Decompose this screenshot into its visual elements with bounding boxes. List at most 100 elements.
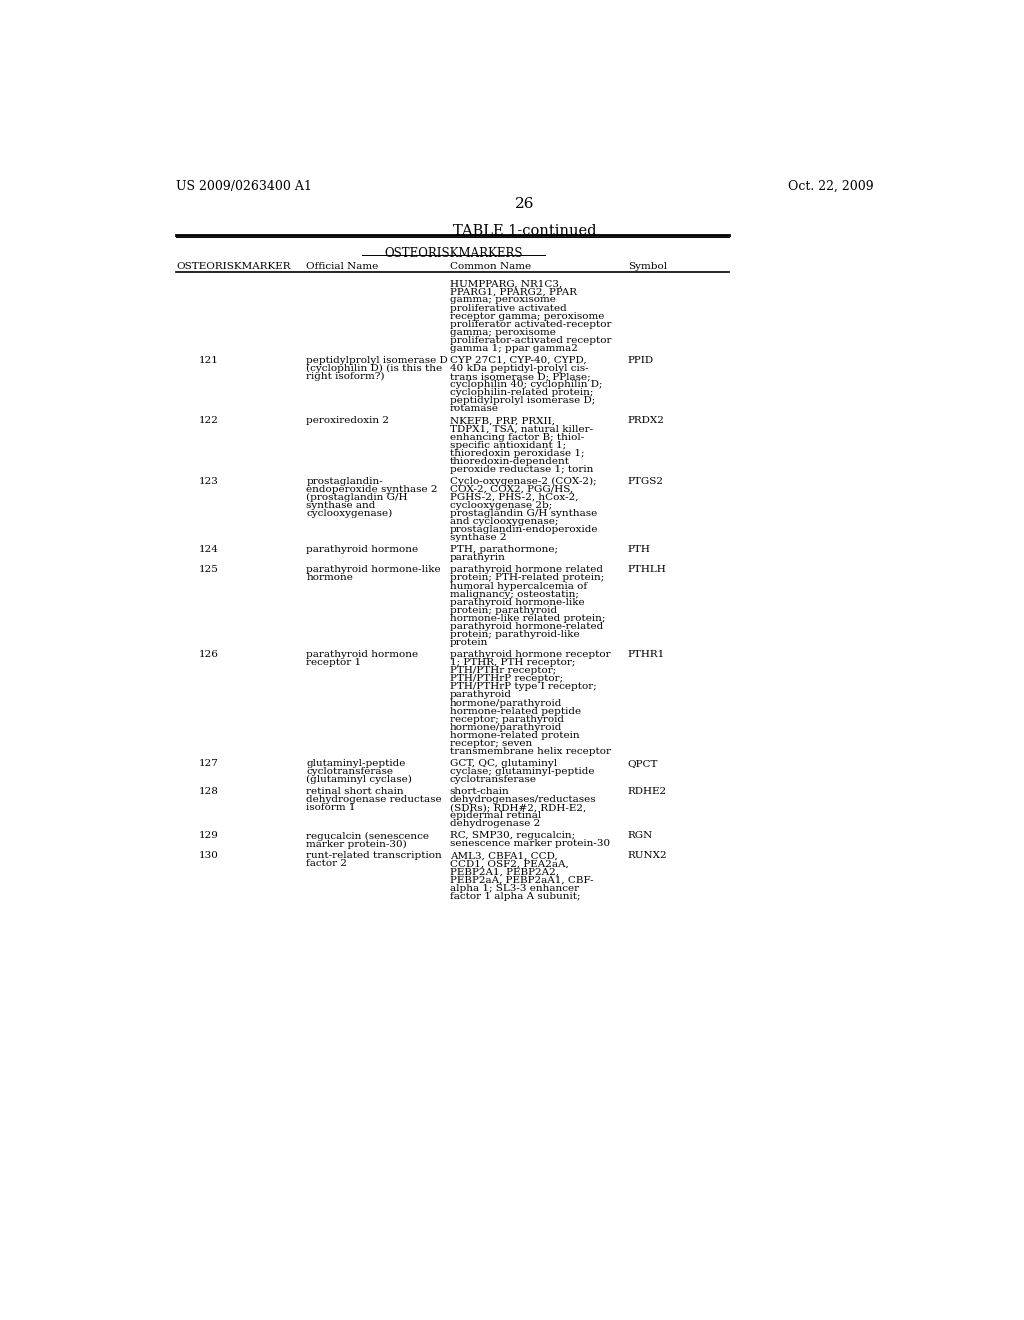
Text: Common Name: Common Name: [450, 261, 530, 271]
Text: US 2009/0263400 A1: US 2009/0263400 A1: [176, 180, 312, 193]
Text: PGHS-2, PHS-2, hCox-2,: PGHS-2, PHS-2, hCox-2,: [450, 492, 579, 502]
Text: QPCT: QPCT: [628, 759, 658, 768]
Text: enhancing factor B; thiol-: enhancing factor B; thiol-: [450, 433, 584, 441]
Text: cyclotransferase: cyclotransferase: [450, 775, 537, 784]
Text: PTGS2: PTGS2: [628, 477, 664, 486]
Text: short-chain: short-chain: [450, 787, 509, 796]
Text: and cyclooxygenase;: and cyclooxygenase;: [450, 517, 558, 527]
Text: RUNX2: RUNX2: [628, 851, 668, 861]
Text: synthase and: synthase and: [306, 502, 376, 510]
Text: malignancy; osteostatin;: malignancy; osteostatin;: [450, 590, 579, 598]
Text: parathyroid hormone: parathyroid hormone: [306, 545, 419, 554]
Text: PTH/PTHrP type I receptor;: PTH/PTHrP type I receptor;: [450, 682, 596, 692]
Text: PEBP2A1, PEBP2A2,: PEBP2A1, PEBP2A2,: [450, 867, 559, 876]
Text: 40 kDa peptidyl-prolyl cis-: 40 kDa peptidyl-prolyl cis-: [450, 364, 588, 374]
Text: PTH/PTHr receptor;: PTH/PTHr receptor;: [450, 667, 556, 676]
Text: 123: 123: [199, 477, 219, 486]
Text: humoral hypercalcemia of: humoral hypercalcemia of: [450, 582, 587, 590]
Text: hormone-like related protein;: hormone-like related protein;: [450, 614, 605, 623]
Text: peroxiredoxin 2: peroxiredoxin 2: [306, 416, 389, 425]
Text: receptor; seven: receptor; seven: [450, 739, 531, 748]
Text: parathyroid hormone related: parathyroid hormone related: [450, 565, 603, 574]
Text: specific antioxidant 1;: specific antioxidant 1;: [450, 441, 565, 450]
Text: OSTEORISKMARKERS: OSTEORISKMARKERS: [384, 247, 522, 260]
Text: PPARG1, PPARG2, PPAR: PPARG1, PPARG2, PPAR: [450, 288, 577, 297]
Text: cyclooxygenase): cyclooxygenase): [306, 510, 392, 519]
Text: factor 1 alpha A subunit;: factor 1 alpha A subunit;: [450, 892, 581, 900]
Text: trans isomerase D; PPlase;: trans isomerase D; PPlase;: [450, 372, 590, 381]
Text: regucalcin (senescence: regucalcin (senescence: [306, 832, 429, 841]
Text: 124: 124: [199, 545, 219, 554]
Text: receptor; parathyroid: receptor; parathyroid: [450, 714, 563, 723]
Text: peptidylprolyl isomerase D;: peptidylprolyl isomerase D;: [450, 396, 595, 405]
Text: Oct. 22, 2009: Oct. 22, 2009: [787, 180, 873, 193]
Text: (glutaminyl cyclase): (glutaminyl cyclase): [306, 775, 412, 784]
Text: NKEFB, PRP, PRXII,: NKEFB, PRP, PRXII,: [450, 416, 555, 425]
Text: runt-related transcription: runt-related transcription: [306, 851, 442, 861]
Text: protein; PTH-related protein;: protein; PTH-related protein;: [450, 573, 604, 582]
Text: gamma; peroxisome: gamma; peroxisome: [450, 296, 555, 305]
Text: PRDX2: PRDX2: [628, 416, 665, 425]
Text: proliferator-activated receptor: proliferator-activated receptor: [450, 335, 611, 345]
Text: PTH/PTHrP receptor;: PTH/PTHrP receptor;: [450, 675, 563, 684]
Text: parathyrin: parathyrin: [450, 553, 506, 562]
Text: (cyclophilin D) (is this the: (cyclophilin D) (is this the: [306, 364, 442, 374]
Text: hormone-related protein: hormone-related protein: [450, 731, 580, 741]
Text: factor 2: factor 2: [306, 859, 347, 869]
Text: 121: 121: [199, 356, 219, 364]
Text: receptor 1: receptor 1: [306, 659, 361, 667]
Text: gamma 1; ppar gamma2: gamma 1; ppar gamma2: [450, 345, 578, 352]
Text: isoform 1: isoform 1: [306, 804, 355, 812]
Text: Cyclo-oxygenase-2 (COX-2);: Cyclo-oxygenase-2 (COX-2);: [450, 477, 596, 486]
Text: retinal short chain: retinal short chain: [306, 787, 403, 796]
Text: 129: 129: [199, 832, 219, 841]
Text: cyclophilin 40; cyclophilin D;: cyclophilin 40; cyclophilin D;: [450, 380, 602, 389]
Text: RC, SMP30, regucalcin;: RC, SMP30, regucalcin;: [450, 832, 574, 841]
Text: dehydrogenase 2: dehydrogenase 2: [450, 820, 540, 829]
Text: receptor gamma; peroxisome: receptor gamma; peroxisome: [450, 312, 604, 321]
Text: (prostaglandin G/H: (prostaglandin G/H: [306, 492, 408, 502]
Text: transmembrane helix receptor: transmembrane helix receptor: [450, 747, 610, 756]
Text: 122: 122: [199, 416, 219, 425]
Text: 127: 127: [199, 759, 219, 768]
Text: PTHLH: PTHLH: [628, 565, 667, 574]
Text: parathyroid hormone receptor: parathyroid hormone receptor: [450, 649, 610, 659]
Text: 126: 126: [199, 649, 219, 659]
Text: OSTEORISKMARKER: OSTEORISKMARKER: [176, 261, 291, 271]
Text: cyclotransferase: cyclotransferase: [306, 767, 393, 776]
Text: HUMPPARG, NR1C3,: HUMPPARG, NR1C3,: [450, 280, 562, 288]
Text: senescence marker protein-30: senescence marker protein-30: [450, 840, 609, 849]
Text: thioredoxin peroxidase 1;: thioredoxin peroxidase 1;: [450, 449, 584, 458]
Text: (SDRs); RDH#2, RDH-E2,: (SDRs); RDH#2, RDH-E2,: [450, 804, 586, 812]
Text: prostaglandin-endoperoxide: prostaglandin-endoperoxide: [450, 525, 598, 535]
Text: protein; parathyroid: protein; parathyroid: [450, 606, 557, 615]
Text: endoperoxide synthase 2: endoperoxide synthase 2: [306, 484, 437, 494]
Text: alpha 1; SL3-3 enhancer: alpha 1; SL3-3 enhancer: [450, 884, 579, 892]
Text: proliferative activated: proliferative activated: [450, 304, 566, 313]
Text: PPID: PPID: [628, 356, 654, 364]
Text: TDPX1, TSA, natural killer-: TDPX1, TSA, natural killer-: [450, 425, 593, 433]
Text: dehydrogenase reductase: dehydrogenase reductase: [306, 795, 442, 804]
Text: peroxide reductase 1; torin: peroxide reductase 1; torin: [450, 465, 593, 474]
Text: 128: 128: [199, 787, 219, 796]
Text: right isoform?): right isoform?): [306, 372, 385, 381]
Text: prostaglandin-: prostaglandin-: [306, 477, 383, 486]
Text: 130: 130: [199, 851, 219, 861]
Text: RGN: RGN: [628, 832, 653, 841]
Text: TABLE 1-continued: TABLE 1-continued: [453, 224, 597, 238]
Text: 26: 26: [515, 197, 535, 211]
Text: GCT, QC, glutaminyl: GCT, QC, glutaminyl: [450, 759, 557, 768]
Text: hormone/parathyroid: hormone/parathyroid: [450, 723, 562, 731]
Text: glutaminyl-peptide: glutaminyl-peptide: [306, 759, 406, 768]
Text: dehydrogenases/reductases: dehydrogenases/reductases: [450, 795, 596, 804]
Text: peptidylprolyl isomerase D: peptidylprolyl isomerase D: [306, 356, 449, 364]
Text: parathyroid hormone-like: parathyroid hormone-like: [450, 598, 585, 607]
Text: cyclooxygenase 2b;: cyclooxygenase 2b;: [450, 502, 552, 510]
Text: hormone: hormone: [306, 573, 353, 582]
Text: parathyroid hormone-like: parathyroid hormone-like: [306, 565, 441, 574]
Text: RDHE2: RDHE2: [628, 787, 667, 796]
Text: proliferator activated-receptor: proliferator activated-receptor: [450, 319, 611, 329]
Text: rotamase: rotamase: [450, 404, 499, 413]
Text: prostaglandin G/H synthase: prostaglandin G/H synthase: [450, 510, 597, 519]
Text: marker protein-30): marker protein-30): [306, 840, 407, 849]
